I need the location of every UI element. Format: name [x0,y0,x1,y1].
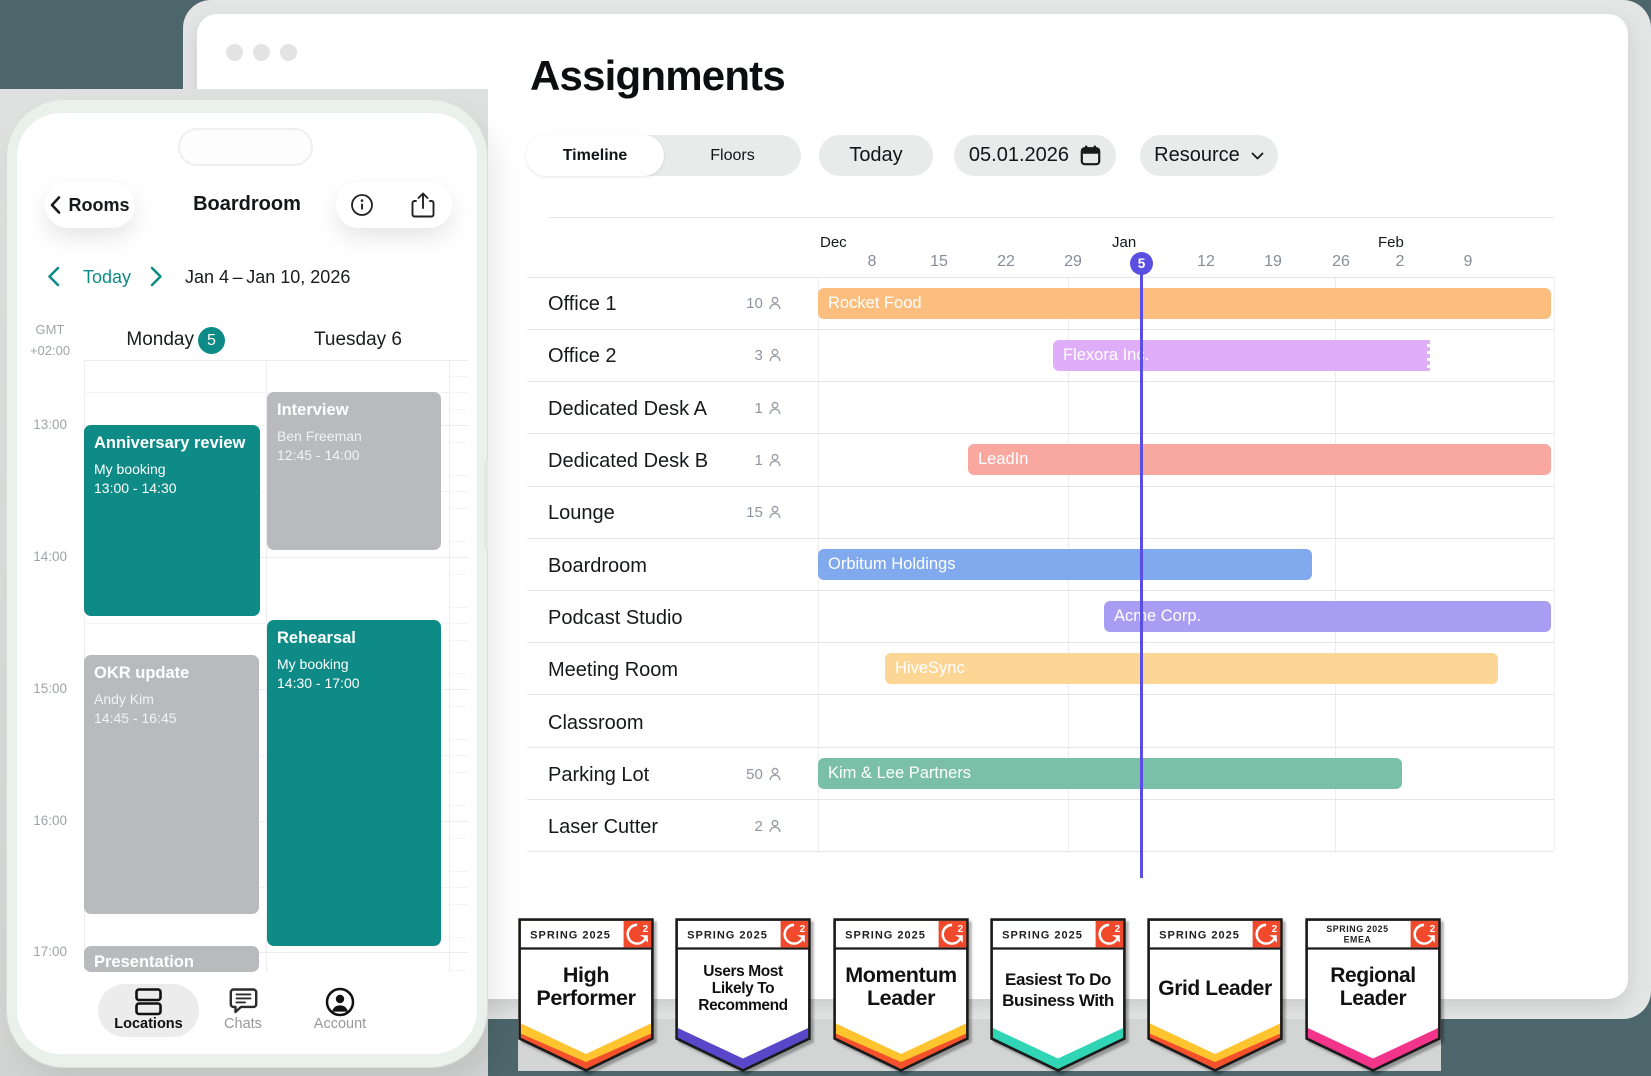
svg-text:Performer: Performer [536,986,636,1010]
svg-text:Momentum: Momentum [845,963,956,987]
svg-text:2: 2 [1115,924,1121,935]
svg-text:Regional: Regional [1330,964,1415,987]
svg-text:Easiest To Do: Easiest To Do [1005,970,1111,989]
svg-text:Recommend: Recommend [699,997,788,1014]
svg-text:2: 2 [1272,924,1278,935]
svg-text:2: 2 [1429,924,1435,935]
svg-text:Leader: Leader [867,986,936,1010]
svg-text:SPRING 2025: SPRING 2025 [845,930,926,942]
svg-text:Likely To: Likely To [712,980,774,997]
svg-text:Business With: Business With [1002,991,1114,1010]
svg-text:SPRING 2025: SPRING 2025 [1159,930,1240,942]
svg-text:2: 2 [957,924,963,935]
svg-text:SPRING 2025: SPRING 2025 [530,930,611,942]
svg-text:2: 2 [643,924,649,935]
svg-text:SPRING 2025: SPRING 2025 [1002,930,1083,942]
svg-text:SPRING 2025: SPRING 2025 [687,930,768,942]
svg-text:SPRING 2025: SPRING 2025 [1326,924,1388,934]
svg-text:High: High [563,963,609,987]
svg-text:Users Most: Users Most [704,963,784,980]
svg-text:2: 2 [800,924,806,935]
svg-text:EMEA: EMEA [1343,934,1371,944]
svg-text:Grid Leader: Grid Leader [1158,977,1272,1000]
svg-text:Leader: Leader [1339,987,1406,1010]
